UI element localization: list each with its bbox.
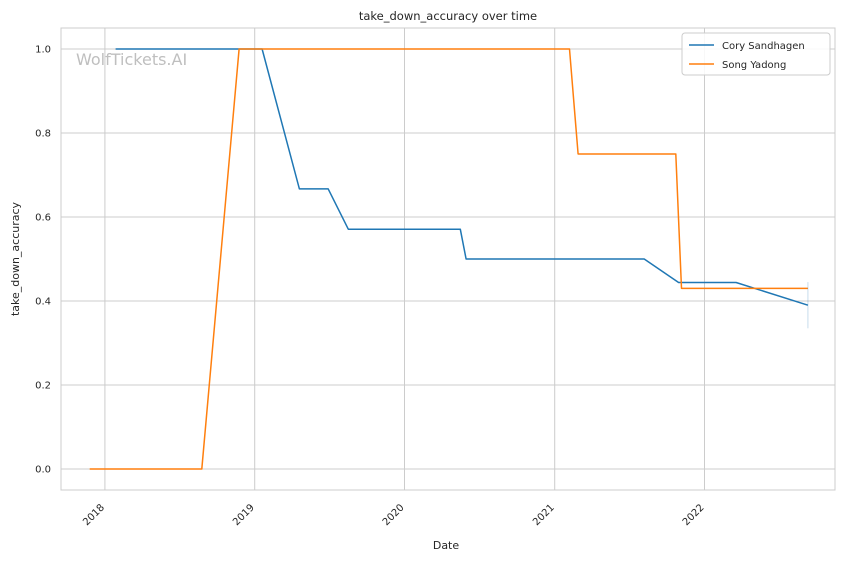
x-tick-label: 2018 bbox=[81, 502, 107, 528]
x-tick-label: 2020 bbox=[381, 502, 407, 528]
series-line-cory-sandhagen bbox=[115, 48, 809, 306]
series-layer bbox=[89, 48, 809, 470]
legend: Cory Sandhagen Song Yadong bbox=[681, 32, 831, 76]
y-tick-label: 0.6 bbox=[35, 213, 51, 224]
series-line-song-yadong bbox=[89, 48, 808, 470]
y-tick-label: 0.2 bbox=[35, 381, 51, 392]
x-tick-label: 2021 bbox=[531, 502, 557, 528]
x-tick-label: 2022 bbox=[681, 502, 707, 528]
legend-box bbox=[681, 32, 831, 76]
y-tick-label: 0.4 bbox=[35, 297, 51, 308]
plot-frame bbox=[60, 27, 836, 491]
y-tick-label: 0.8 bbox=[35, 129, 51, 140]
x-axis-label: Date bbox=[433, 539, 460, 552]
plot-background bbox=[61, 28, 835, 490]
watermark: WolfTickets.AI bbox=[76, 50, 187, 69]
x-tick-label: 2019 bbox=[231, 502, 257, 528]
y-axis-label: take_down_accuracy bbox=[9, 201, 22, 316]
chart-title: take_down_accuracy over time bbox=[359, 9, 537, 23]
y-tick-label: 1.0 bbox=[35, 45, 51, 56]
legend-label-cory-sandhagen: Cory Sandhagen bbox=[722, 41, 805, 52]
legend-label-song-yadong: Song Yadong bbox=[722, 60, 786, 71]
y-tick-label: 0.0 bbox=[35, 465, 51, 476]
